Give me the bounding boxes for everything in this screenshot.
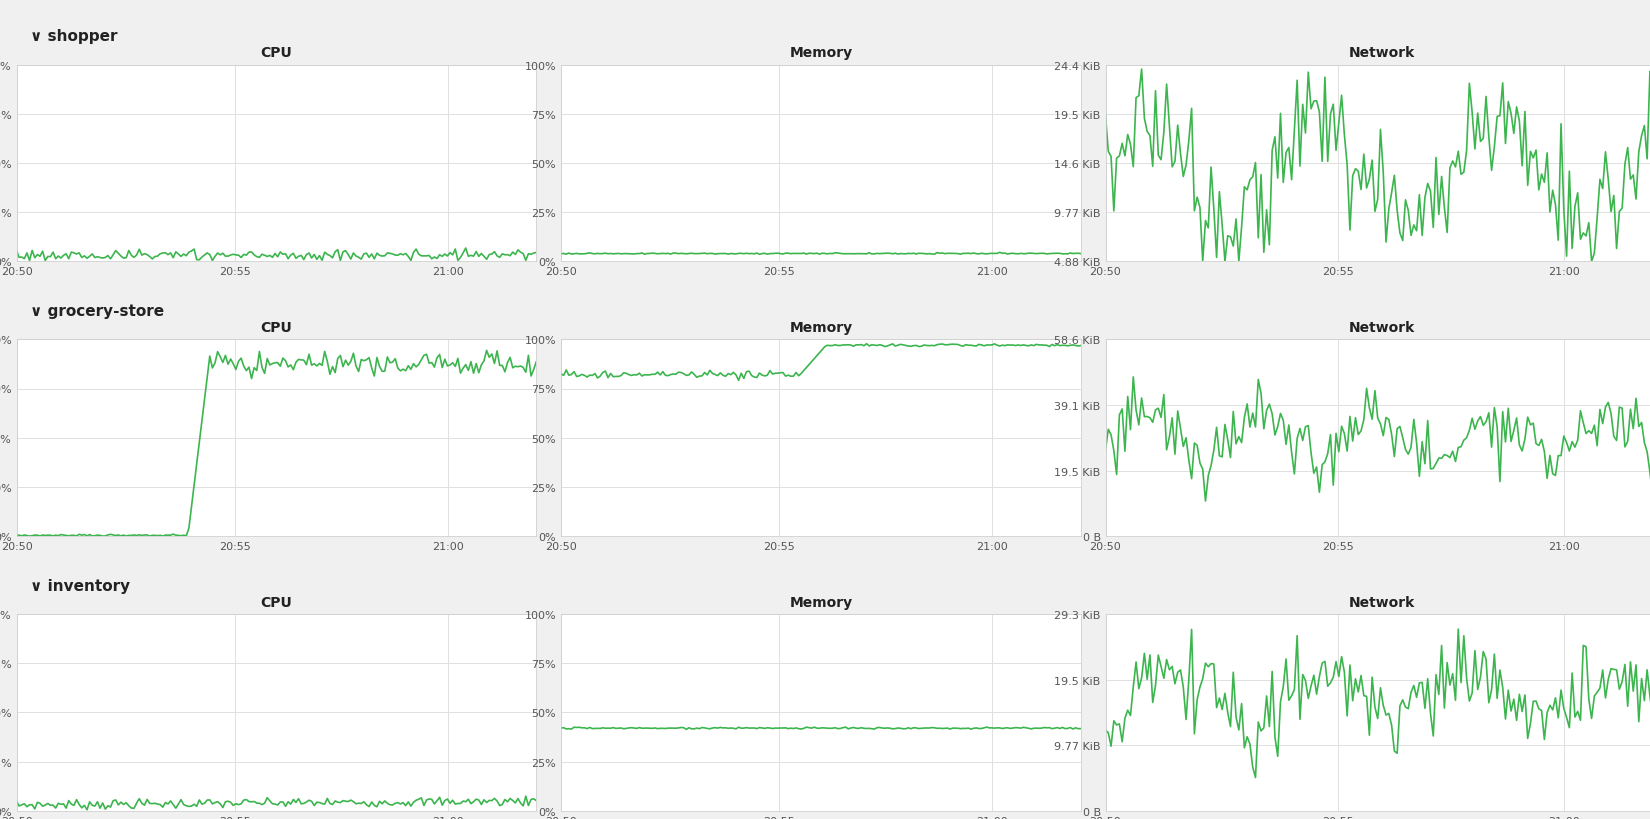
Title: CPU: CPU	[261, 46, 292, 60]
Title: CPU: CPU	[261, 595, 292, 609]
Title: Network: Network	[1348, 595, 1416, 609]
Title: CPU: CPU	[261, 320, 292, 334]
Title: Memory: Memory	[789, 595, 853, 609]
Text: ∨ grocery-store: ∨ grocery-store	[30, 304, 163, 319]
Title: Memory: Memory	[789, 320, 853, 334]
Text: ∨ inventory: ∨ inventory	[30, 578, 130, 593]
Title: Memory: Memory	[789, 46, 853, 60]
Title: Network: Network	[1348, 320, 1416, 334]
Title: Network: Network	[1348, 46, 1416, 60]
Text: ∨ shopper: ∨ shopper	[30, 29, 117, 44]
